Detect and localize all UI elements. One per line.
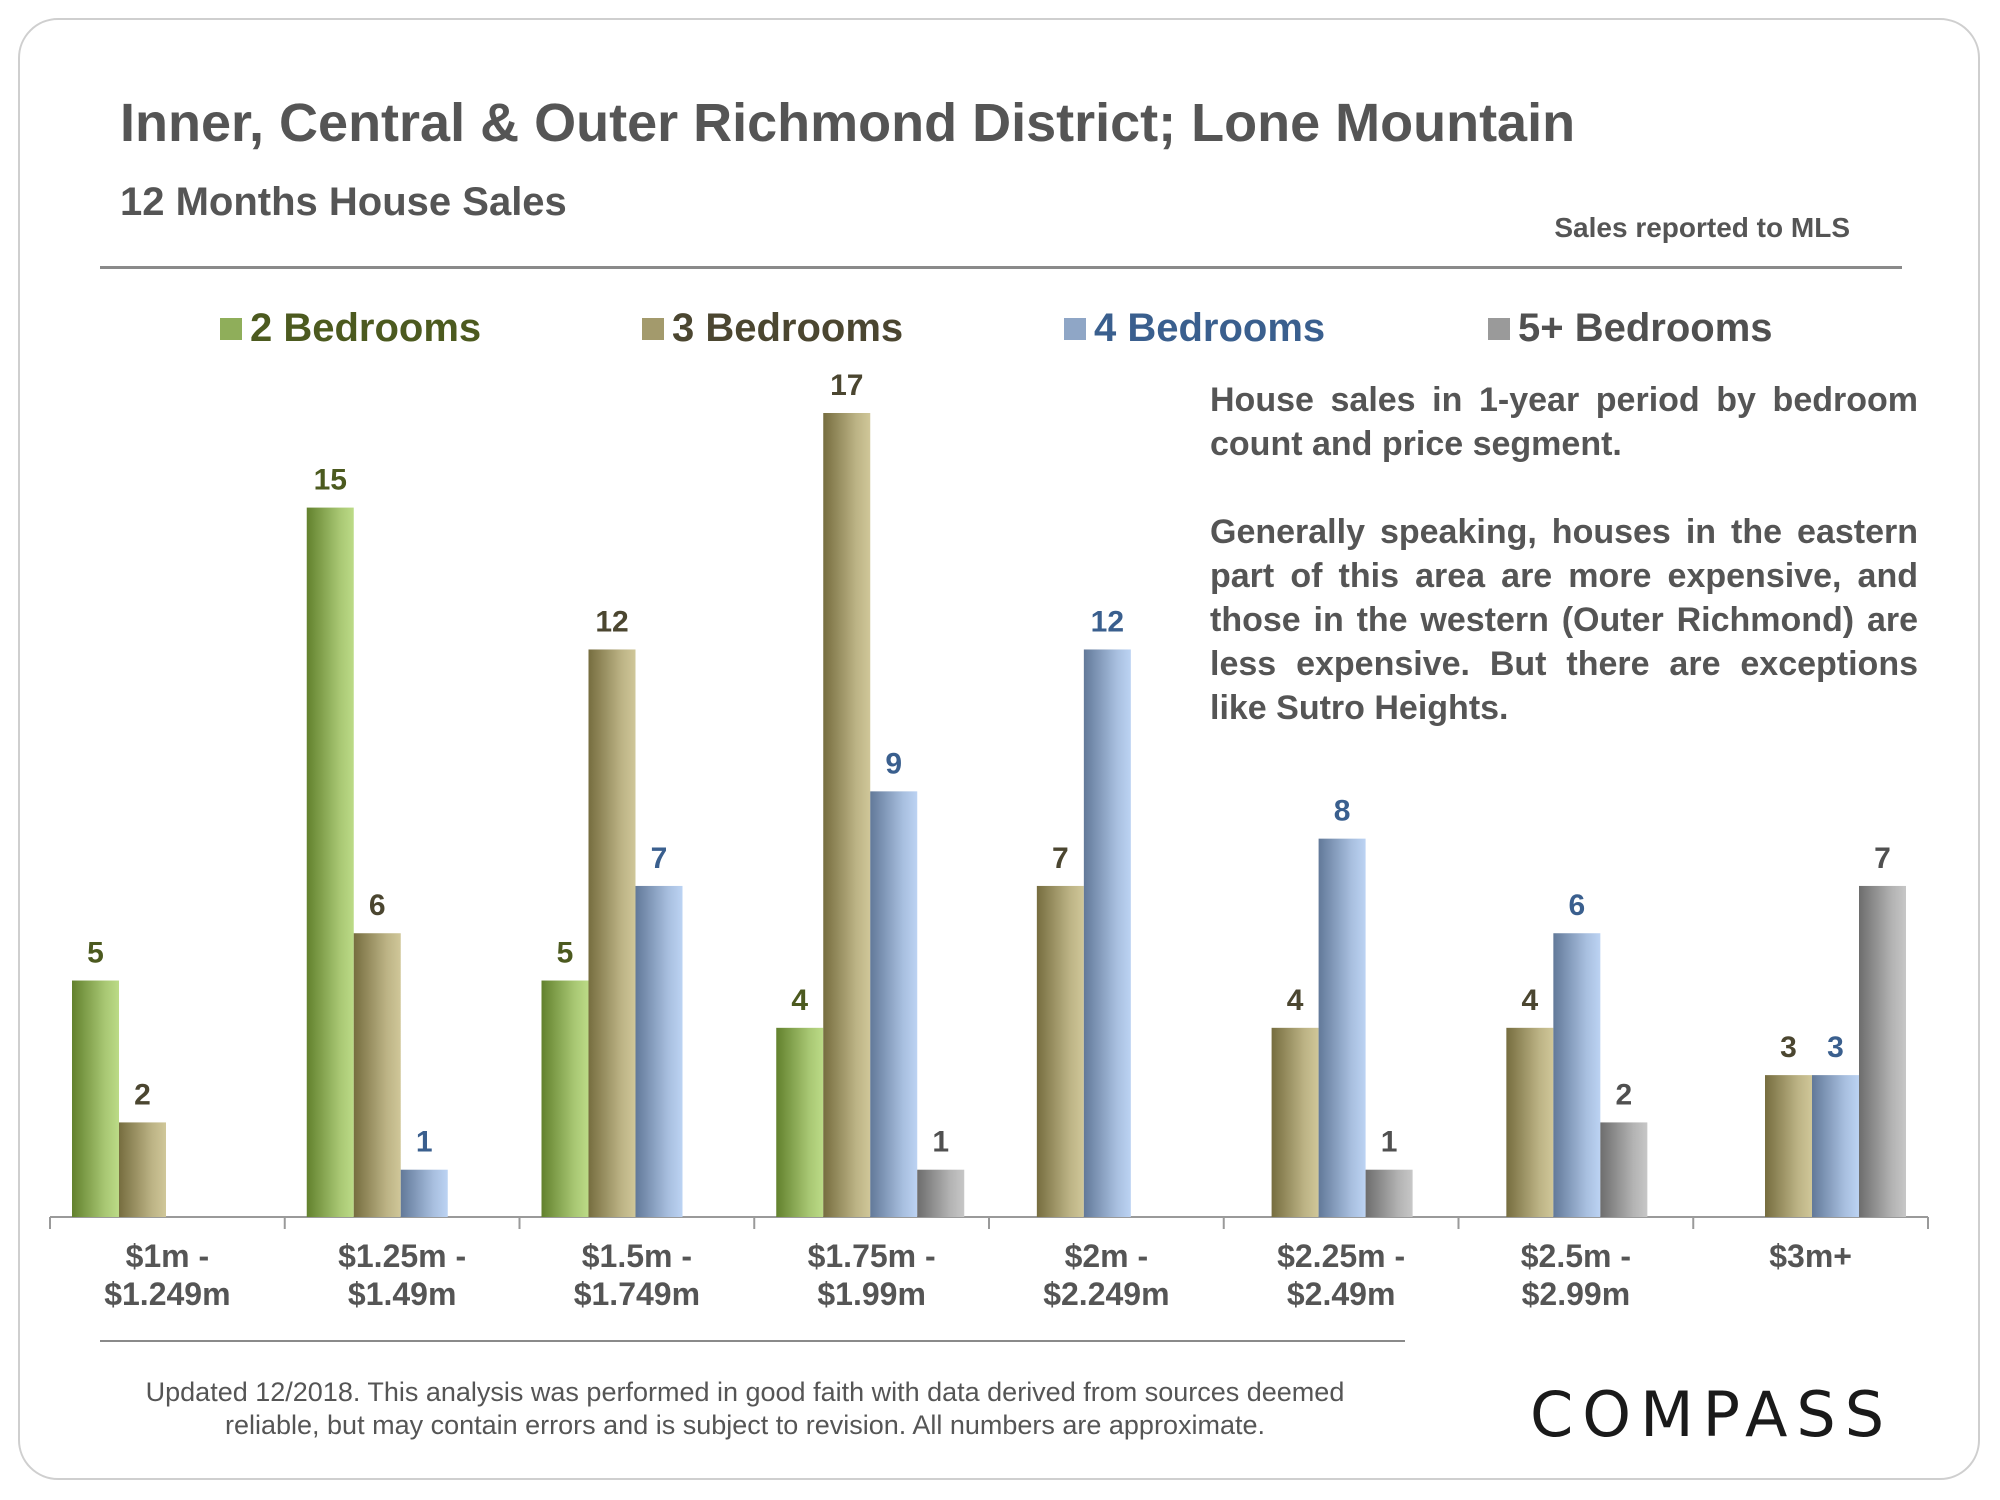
legend-label: 2 Bedrooms (250, 306, 482, 350)
x-tick-label: $2.5m - (1521, 1238, 1631, 1274)
legend-swatch-icon (642, 317, 664, 340)
header-divider (100, 266, 1902, 269)
bar-value-label: 12 (595, 605, 628, 638)
bar-value-label: 1 (1381, 1126, 1398, 1159)
bar-2-bedrooms-3 (776, 1027, 824, 1217)
bar-value-label: 7 (1052, 842, 1069, 875)
x-tick-label: $1m - (126, 1238, 210, 1274)
legend-swatch-icon (1488, 317, 1510, 340)
bar-3-bedrooms-4 (1036, 885, 1084, 1217)
bar-4-bedrooms-2 (635, 885, 683, 1217)
bar-5-bedrooms-5 (1365, 1169, 1413, 1217)
bar-value-label: 15 (314, 464, 347, 497)
annotation-paragraph: House sales in 1-year period by bedroom … (1210, 381, 1918, 463)
x-tick-label: $1.75m - (808, 1238, 936, 1274)
chart-annotation: House sales in 1-year period by bedroom … (1210, 378, 1918, 466)
legend-item-4-bedrooms: 4 Bedrooms (1064, 306, 1325, 351)
disclaimer-line-2: reliable, but may contain errors and is … (224, 1410, 1265, 1440)
x-tick-label: $1.25m - (338, 1238, 466, 1274)
bar-value-label: 6 (1569, 889, 1586, 922)
legend-label: 4 Bedrooms (1094, 306, 1326, 350)
bar-3-bedrooms-1 (353, 933, 401, 1217)
x-tick-label: $2.249m (1043, 1276, 1169, 1312)
compass-logo: COMPASS (1530, 1378, 1894, 1451)
x-tick-label: $1.5m - (582, 1238, 692, 1274)
x-tick-label: $2m - (1065, 1238, 1149, 1274)
x-tick-label: $1.749m (574, 1276, 700, 1312)
slide-frame (18, 18, 1980, 1480)
bar-value-label: 5 (87, 937, 104, 970)
legend-item-5-bedrooms: 5+ Bedrooms (1488, 306, 1773, 351)
bar-5-bedrooms-3 (917, 1169, 965, 1217)
bar-3-bedrooms-7 (1765, 1075, 1812, 1217)
bar-3-bedrooms-2 (588, 649, 636, 1217)
bar-value-label: 2 (1616, 1078, 1633, 1111)
disclaimer-line-1: Updated 12/2018. This analysis was perfo… (145, 1377, 1345, 1407)
legend-label: 3 Bedrooms (672, 306, 904, 350)
bar-2-bedrooms-1 (306, 507, 354, 1217)
disclaimer: Updated 12/2018. This analysis was perfo… (120, 1376, 1370, 1442)
bar-4-bedrooms-4 (1083, 649, 1131, 1217)
footer-divider (100, 1340, 1405, 1342)
bar-value-label: 17 (830, 369, 863, 402)
bar-4-bedrooms-5 (1318, 838, 1366, 1217)
legend-swatch-icon (1064, 317, 1086, 340)
x-tick-label: $1.49m (348, 1276, 457, 1312)
bar-value-label: 3 (1780, 1031, 1797, 1064)
bar-value-label: 1 (932, 1126, 949, 1159)
legend-item-3-bedrooms: 3 Bedrooms (642, 306, 903, 351)
bar-2-bedrooms-2 (541, 980, 589, 1217)
legend-swatch-icon (220, 317, 242, 340)
bar-value-label: 4 (1287, 984, 1304, 1017)
bar-3-bedrooms-6 (1506, 1027, 1554, 1217)
bar-3-bedrooms-0 (119, 1122, 166, 1217)
bar-value-label: 7 (651, 842, 668, 875)
bar-value-label: 7 (1874, 842, 1891, 875)
bar-5-bedrooms-7 (1859, 885, 1906, 1217)
legend-item-2-bedrooms: 2 Bedrooms (220, 306, 481, 351)
bar-value-label: 5 (557, 937, 574, 970)
bar-value-label: 1 (416, 1126, 433, 1159)
bar-value-label: 12 (1091, 605, 1124, 638)
chart-annotation-2: Generally speaking, houses in the easter… (1210, 510, 1918, 730)
bar-value-label: 9 (885, 747, 902, 780)
bar-value-label: 2 (134, 1078, 151, 1111)
x-tick-label: $2.99m (1522, 1276, 1631, 1312)
bar-4-bedrooms-3 (870, 791, 918, 1217)
bar-3-bedrooms-3 (823, 413, 871, 1217)
x-tick-label: $1.99m (817, 1276, 926, 1312)
bar-value-label: 4 (791, 984, 808, 1017)
bar-value-label: 8 (1334, 795, 1351, 828)
chart-legend: 2 Bedrooms 3 Bedrooms 4 Bedrooms 5+ Bedr… (0, 306, 2000, 366)
bar-2-bedrooms-0 (72, 980, 119, 1217)
bar-4-bedrooms-6 (1553, 933, 1601, 1217)
bar-5-bedrooms-6 (1600, 1122, 1648, 1217)
x-tick-label: $2.25m - (1277, 1238, 1405, 1274)
page-subtitle: 12 Months House Sales (120, 180, 567, 224)
x-tick-label: $1.249m (104, 1276, 230, 1312)
bar-3-bedrooms-5 (1271, 1027, 1319, 1217)
bar-value-label: 6 (369, 889, 386, 922)
bar-4-bedrooms-1 (400, 1169, 448, 1217)
bar-value-label: 4 (1522, 984, 1539, 1017)
bar-4-bedrooms-7 (1812, 1075, 1859, 1217)
bar-value-label: 3 (1827, 1031, 1844, 1064)
x-tick-label: $3m+ (1769, 1238, 1852, 1274)
page-title: Inner, Central & Outer Richmond District… (120, 93, 1576, 153)
annotation-paragraph: Generally speaking, houses in the easter… (1210, 513, 1918, 727)
x-tick-label: $2.49m (1287, 1276, 1396, 1312)
legend-label: 5+ Bedrooms (1518, 306, 1773, 350)
source-note: Sales reported to MLS (1554, 212, 1850, 243)
